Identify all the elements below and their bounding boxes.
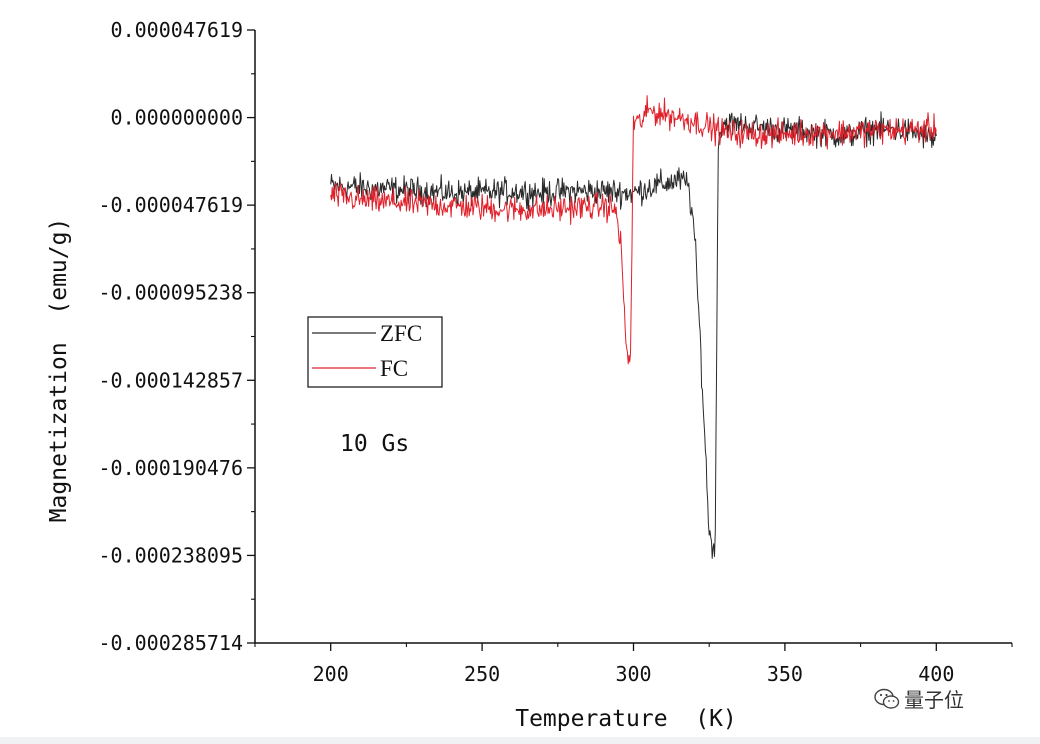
- y-tick-label: -0.000190476: [99, 456, 244, 480]
- y-tick-label: -0.000285714: [99, 631, 244, 655]
- legend: ZFC FC: [307, 316, 443, 388]
- x-tick-label: 200: [313, 662, 349, 686]
- series-line-fc: [330, 95, 937, 365]
- legend-label-fc: FC: [380, 356, 408, 381]
- y-tick-label: -0.000238095: [99, 543, 244, 567]
- legend-box: [307, 316, 443, 388]
- watermark: 量子位: [874, 684, 964, 713]
- wechat-icon: [874, 688, 900, 709]
- x-tick-label: 400: [918, 662, 954, 686]
- legend-label-zfc: ZFC: [380, 321, 422, 346]
- bottom-strip: [0, 737, 1040, 744]
- x-axis-title: Temperature (K): [515, 706, 737, 732]
- field-annotation: 10 Gs: [340, 431, 409, 457]
- x-tick-label: 300: [615, 662, 651, 686]
- watermark-text: 量子位: [904, 688, 964, 712]
- y-tick-label: -0.000142857: [99, 368, 244, 392]
- ticks: 0.000047619 0.000000000 -0.000047619 -0.000…: [99, 18, 1013, 686]
- y-axis-title: Magnetization (emu/g): [46, 218, 72, 523]
- y-tick-label: -0.000047619: [99, 193, 244, 217]
- y-tick-label: -0.000095238: [99, 281, 244, 305]
- y-tick-label: 0.000047619: [111, 18, 243, 42]
- series-layer: [330, 95, 937, 559]
- series-line-zfc: [330, 111, 937, 559]
- x-tick-label: 350: [767, 662, 803, 686]
- x-tick-label: 250: [464, 662, 500, 686]
- y-tick-label: 0.000000000: [111, 106, 243, 130]
